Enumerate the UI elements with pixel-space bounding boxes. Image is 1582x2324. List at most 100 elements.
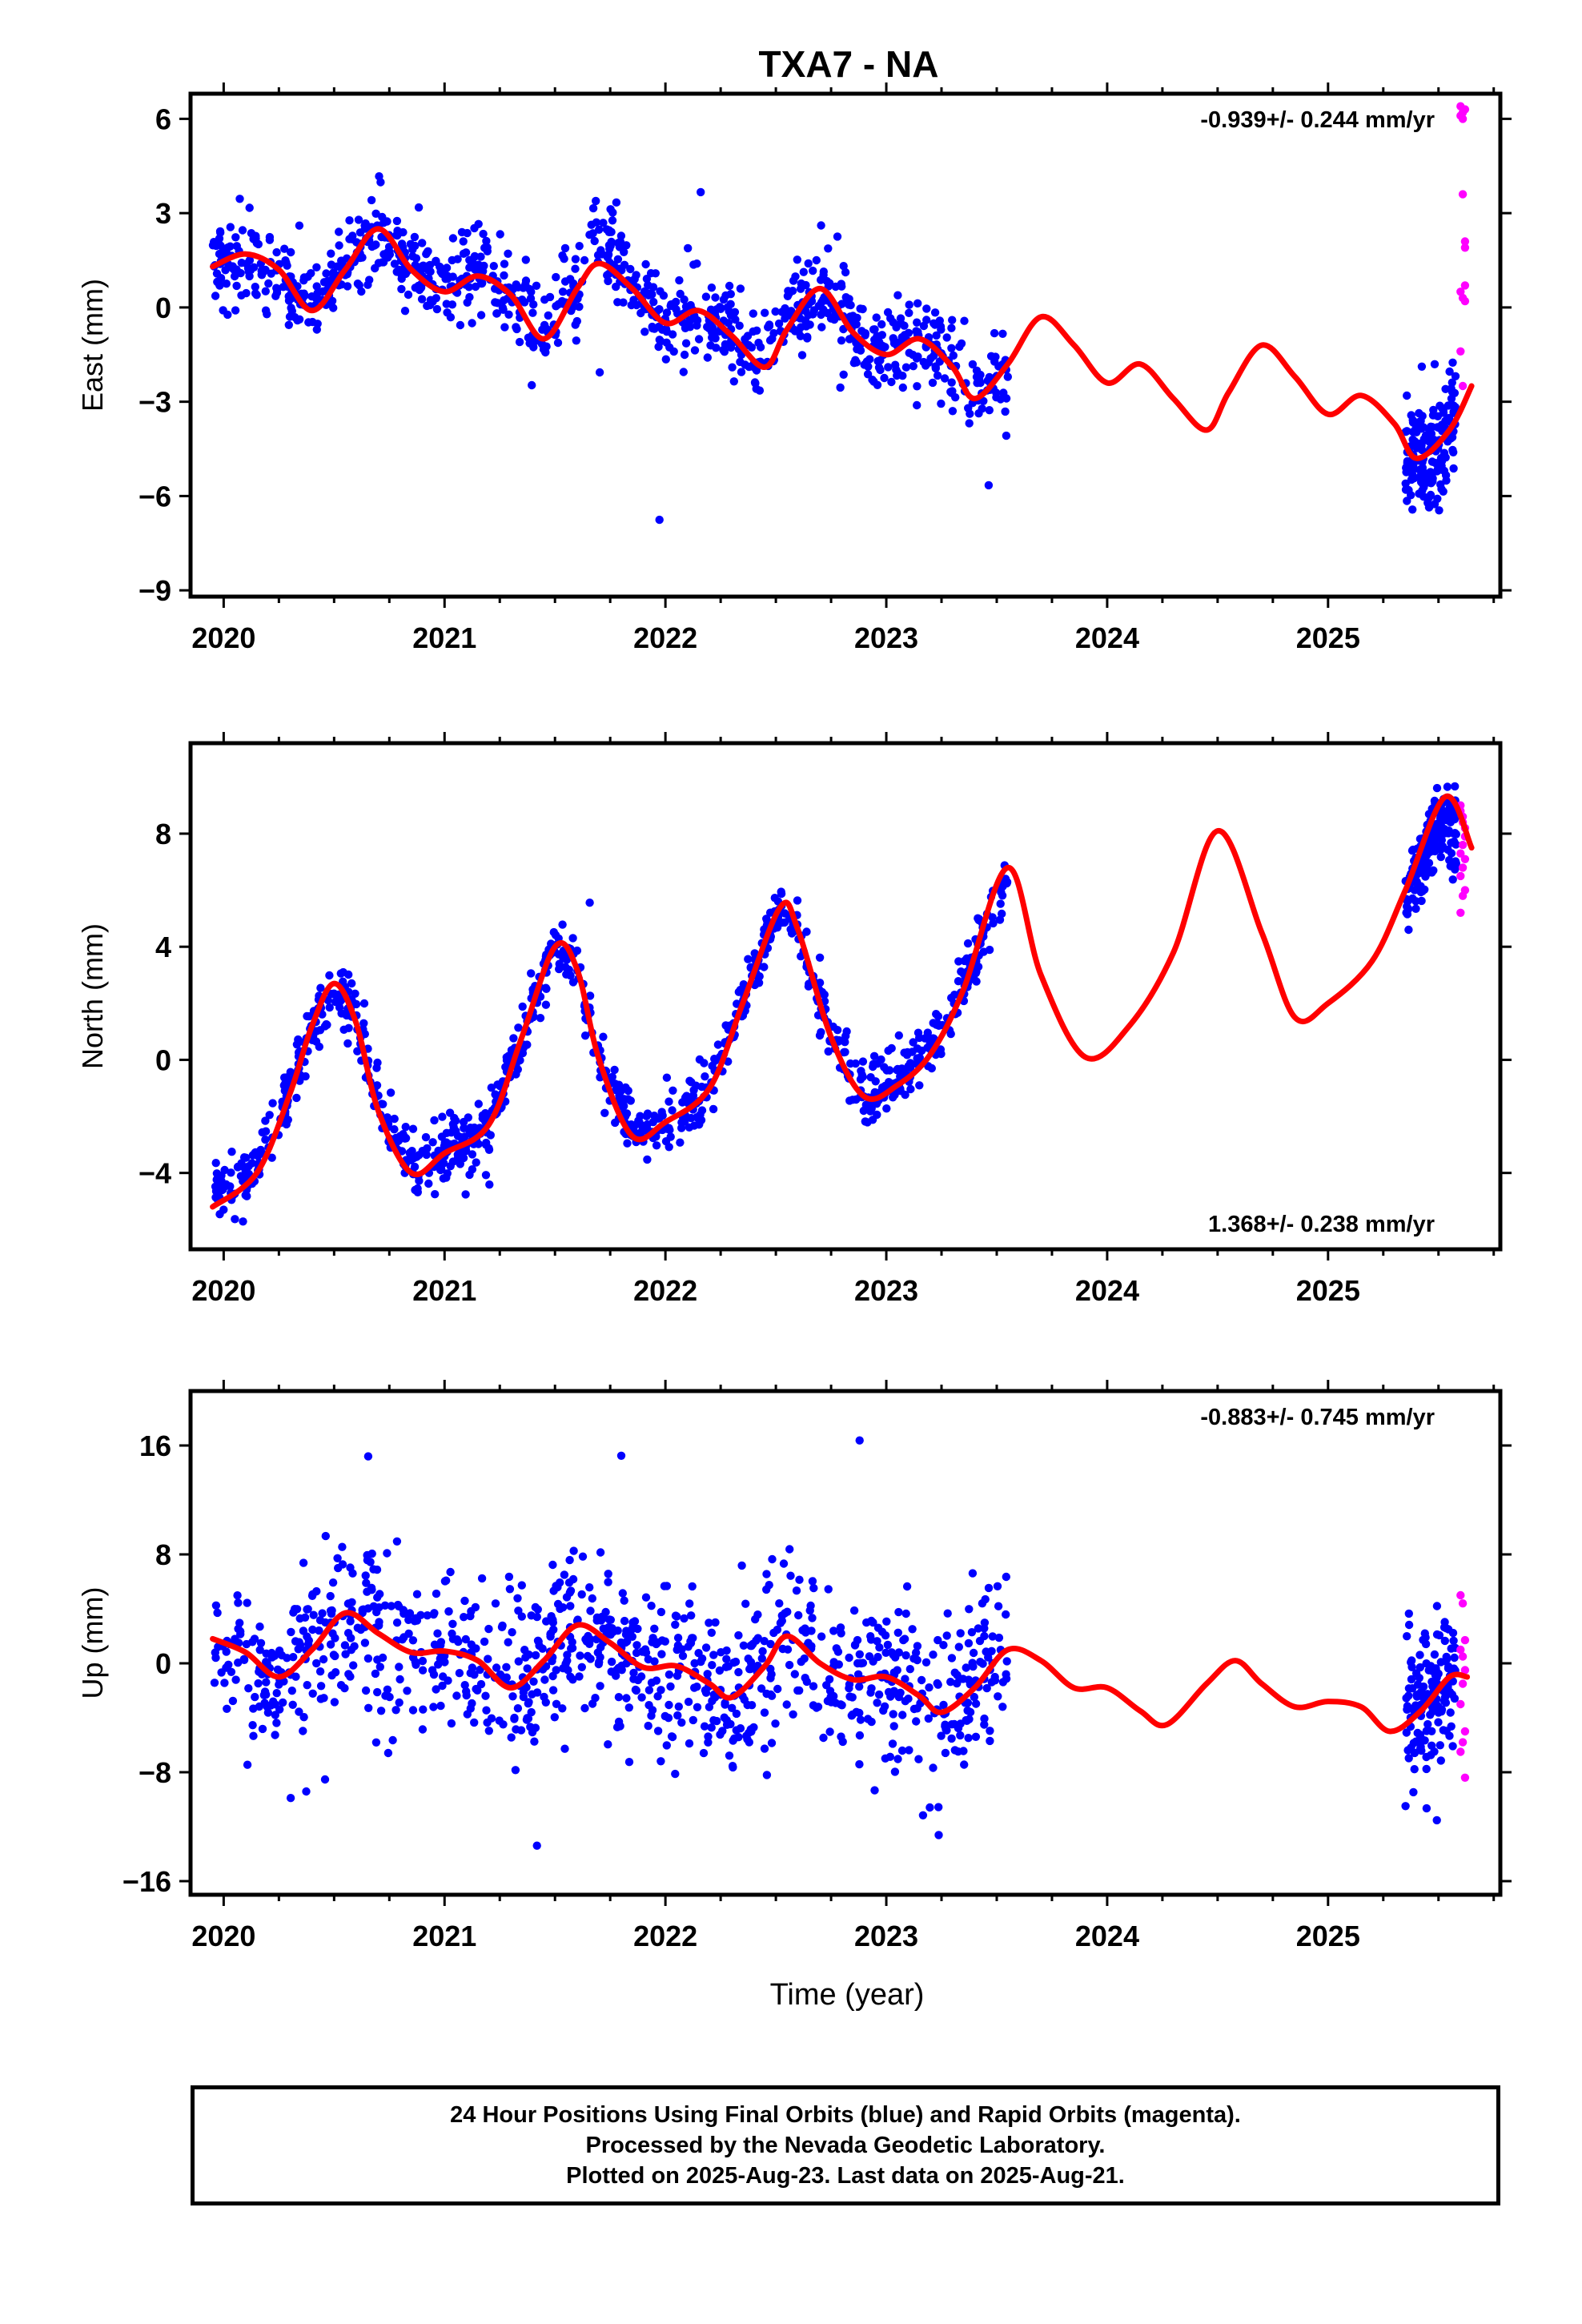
east-final-point bbox=[725, 281, 734, 291]
up-final-point bbox=[367, 1549, 376, 1558]
up-final-point bbox=[855, 1436, 864, 1445]
up-final-point bbox=[978, 1599, 987, 1608]
up-final-point bbox=[760, 1708, 769, 1717]
east-final-point bbox=[361, 219, 370, 228]
east-final-point bbox=[1401, 479, 1410, 488]
up-final-point bbox=[1403, 1632, 1411, 1641]
east-final-point bbox=[212, 269, 222, 278]
up-final-point bbox=[869, 1618, 877, 1627]
east-final-point bbox=[459, 249, 468, 258]
up-final-point bbox=[333, 1554, 342, 1563]
up-final-point bbox=[939, 1641, 948, 1650]
up-final-point bbox=[318, 1609, 327, 1618]
north-final-point bbox=[954, 977, 963, 986]
north-final-point bbox=[585, 991, 595, 1000]
east-y-tick-label: −9 bbox=[139, 574, 171, 607]
north-rate-label: 1.368+/- 0.238 mm/yr bbox=[1208, 1212, 1435, 1237]
up-final-point bbox=[894, 1607, 903, 1617]
up-final-point bbox=[244, 1684, 253, 1693]
up-final-point bbox=[369, 1565, 378, 1574]
up-final-point bbox=[762, 1570, 771, 1578]
up-final-point bbox=[771, 1719, 780, 1728]
east-final-point bbox=[231, 306, 240, 315]
east-final-point bbox=[575, 302, 584, 312]
up-final-point bbox=[558, 1704, 567, 1713]
east-final-point bbox=[251, 283, 259, 292]
up-final-point bbox=[947, 1654, 957, 1663]
up-rapid-orbit-points bbox=[1456, 1590, 1470, 1782]
up-final-point bbox=[825, 1727, 834, 1736]
up-final-point bbox=[338, 1542, 347, 1551]
north-final-point bbox=[509, 1034, 518, 1043]
panels: 6 3 0 −3 −6 −9 2020 2021 2022 2023 2024 2025 East (m… bbox=[76, 82, 1512, 1952]
east-final-point bbox=[287, 247, 295, 257]
up-final-point bbox=[328, 1629, 337, 1638]
east-final-point bbox=[304, 318, 313, 327]
east-final-point bbox=[968, 360, 978, 369]
up-final-point bbox=[362, 1578, 371, 1587]
east-x-tick-label: 2024 bbox=[1075, 621, 1139, 654]
up-final-point bbox=[514, 1657, 523, 1666]
east-final-point bbox=[1447, 433, 1456, 442]
up-final-point bbox=[968, 1569, 978, 1578]
east-final-point bbox=[1447, 394, 1456, 403]
north-final-point bbox=[1432, 783, 1442, 793]
east-final-point bbox=[457, 227, 467, 237]
north-final-point bbox=[430, 1116, 439, 1125]
north-final-point bbox=[734, 987, 743, 996]
east-rapid-point bbox=[1460, 237, 1470, 246]
up-final-point bbox=[217, 1668, 226, 1677]
east-final-point bbox=[348, 231, 357, 240]
east-final-point bbox=[354, 215, 363, 224]
up-final-point bbox=[363, 1654, 373, 1663]
up-final-point bbox=[768, 1554, 777, 1564]
east-final-point bbox=[1445, 367, 1454, 376]
up-final-point bbox=[745, 1665, 754, 1674]
east-final-point bbox=[648, 283, 658, 292]
east-final-point bbox=[261, 287, 270, 296]
up-final-point bbox=[248, 1721, 257, 1730]
up-final-point bbox=[725, 1751, 734, 1760]
east-final-point bbox=[648, 322, 656, 332]
up-final-point bbox=[564, 1578, 574, 1587]
up-final-point bbox=[588, 1594, 596, 1603]
up-final-point bbox=[1440, 1693, 1450, 1702]
east-final-point bbox=[1427, 479, 1435, 488]
up-final-point bbox=[505, 1585, 515, 1594]
up-panel: 16 8 0 −8 −16 2020 2021 2022 2023 2024 2025 Up (mm)… bbox=[76, 1380, 1512, 1952]
east-final-point bbox=[470, 223, 479, 233]
up-final-point bbox=[395, 1698, 404, 1707]
north-x-tick-label: 2023 bbox=[854, 1274, 918, 1307]
up-final-point bbox=[481, 1691, 490, 1700]
up-final-point bbox=[460, 1613, 468, 1622]
east-final-point bbox=[725, 307, 733, 316]
north-final-point bbox=[1436, 852, 1446, 862]
north-final-point bbox=[233, 1163, 243, 1172]
north-final-point bbox=[437, 1165, 446, 1174]
up-final-point bbox=[971, 1699, 981, 1708]
east-final-point bbox=[323, 276, 332, 286]
up-rapid-point bbox=[1456, 1590, 1465, 1600]
up-final-point bbox=[383, 1685, 392, 1694]
up-final-point bbox=[448, 1619, 457, 1629]
up-final-point bbox=[690, 1659, 699, 1668]
up-final-point bbox=[361, 1571, 370, 1580]
east-final-point bbox=[1418, 412, 1427, 420]
east-final-point bbox=[690, 346, 700, 355]
up-final-point bbox=[433, 1629, 442, 1638]
east-y-tick-label: 3 bbox=[155, 197, 171, 230]
east-final-point bbox=[1408, 505, 1417, 514]
up-final-point bbox=[722, 1646, 731, 1655]
east-final-point bbox=[642, 275, 652, 283]
east-rapid-point bbox=[1458, 190, 1468, 199]
east-final-point bbox=[370, 241, 379, 250]
east-final-point bbox=[537, 340, 547, 348]
north-final-point bbox=[408, 1124, 418, 1133]
east-final-point bbox=[960, 316, 969, 325]
up-final-point bbox=[340, 1641, 350, 1650]
up-final-point bbox=[234, 1659, 243, 1667]
up-final-point bbox=[404, 1615, 413, 1625]
up-final-point bbox=[364, 1703, 373, 1712]
up-final-point bbox=[855, 1759, 864, 1769]
